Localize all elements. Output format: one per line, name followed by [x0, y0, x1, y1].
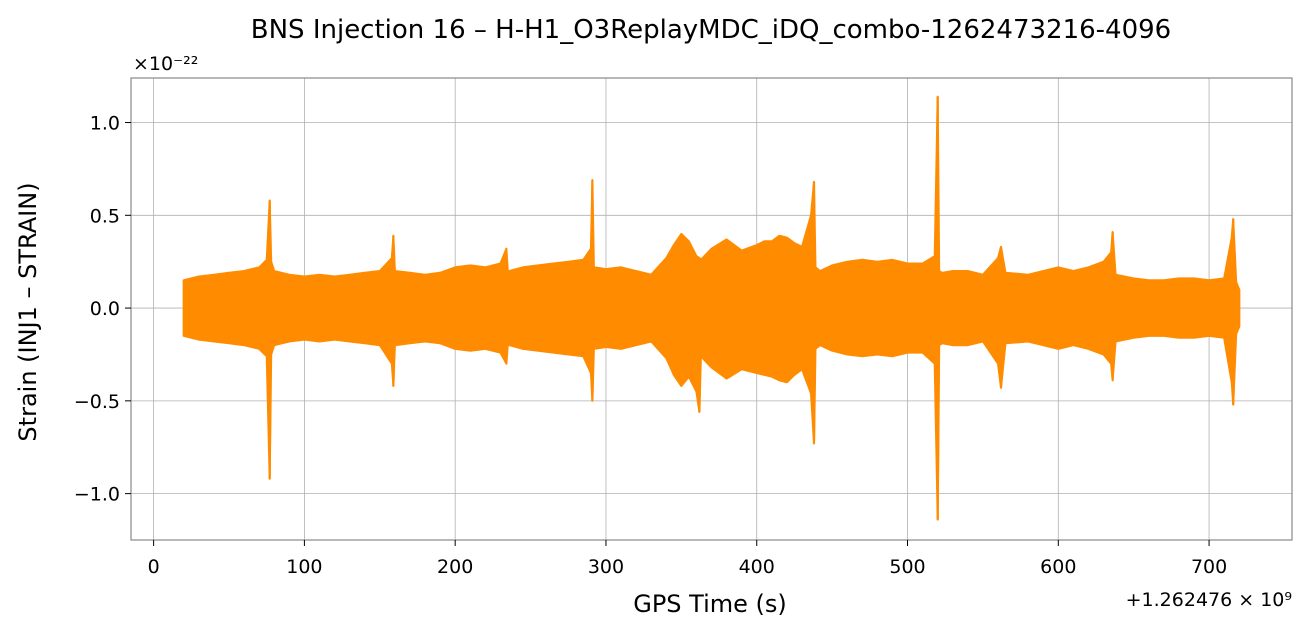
y-tick-label: 0.5: [90, 205, 120, 227]
data-layer: [182, 95, 1241, 521]
x-tick-label: 200: [437, 556, 473, 578]
x-tick-label: 300: [588, 556, 624, 578]
x-tick-label: 400: [739, 556, 775, 578]
chart-title: BNS Injection 16 – H-H1_O3ReplayMDC_iDQ_…: [251, 15, 1171, 45]
y-scale-label: ×10⁻²²: [133, 53, 198, 75]
plot-frame: [130, 77, 1293, 541]
y-tick-label: 1.0: [90, 113, 120, 135]
tick-layer: 0 100 200 300 400 500 600 700 −1.0 −0.5 0.0 0.5 1.0: [74, 113, 1227, 578]
y-axis-label: Strain (INJ1 – STRAIN): [14, 182, 42, 441]
x-tick-label: 0: [148, 556, 160, 578]
y-tick-label: −0.5: [74, 391, 120, 413]
x-tick-label: 500: [889, 556, 925, 578]
x-tick-label: 600: [1040, 556, 1076, 578]
x-axis-label: GPS Time (s): [633, 590, 787, 618]
x-tick-label: 100: [286, 556, 322, 578]
x-tick-label: 700: [1191, 556, 1227, 578]
x-offset-label: +1.262476 × 10⁹: [1126, 589, 1292, 611]
y-tick-label: −1.0: [74, 484, 120, 506]
strain-series-line: [182, 96, 1241, 520]
y-tick-label: 0.0: [90, 298, 120, 320]
